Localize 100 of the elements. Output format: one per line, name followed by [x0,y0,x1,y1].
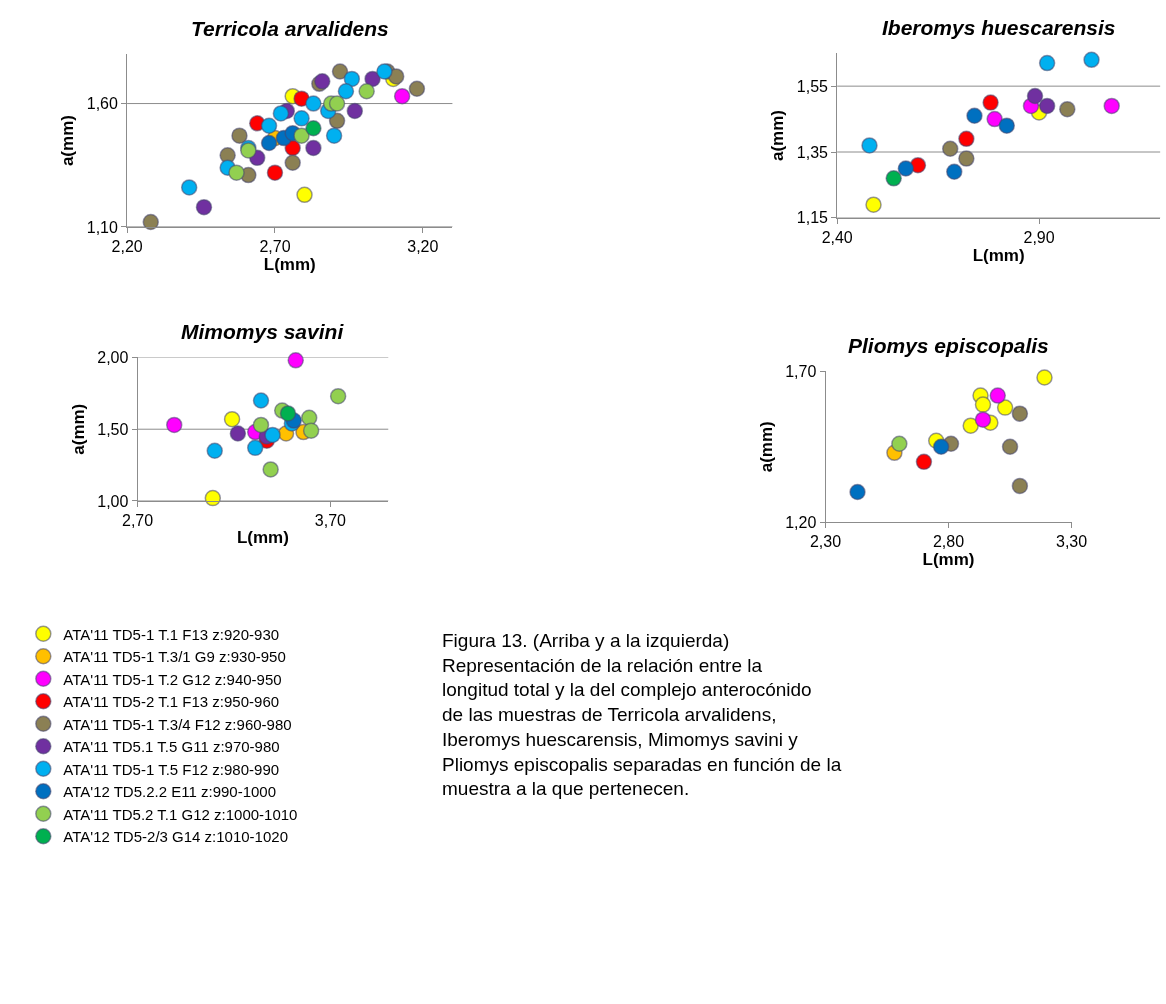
x-tick-label: 2,40 [821,229,853,247]
text: Figura 13. (Arriba y a la izquierda) Representación de la relación entre la longitud total y la del complejo anterocónido de las muestras de Terricola arvalidens, Iberomys huescarensis, Mimomys savini y Pliomys episcopalis separadas en función de la muestra a la que pertenecen. [442,630,842,800]
point [1001,438,1019,456]
x-tick-label: 2,80 [932,533,965,551]
legend-label: ATA'11 TD5-1 T.5 F12 z:980-990 [63,760,280,778]
y-tick-label: 1,10 [86,218,118,236]
point [1036,369,1053,386]
legend-label: ATA'12 TD5-2/3 G14 z:1010-1020 [63,828,288,846]
y-tick-label: 1,50 [97,420,129,438]
point [296,186,313,204]
point [229,425,247,442]
point [264,426,281,444]
point [1103,97,1120,115]
point [246,439,264,457]
point [180,179,198,196]
point [260,134,278,152]
legend-label: ATA'11 TD5.2 T.1 G12 z:1000-1010 [63,805,298,823]
point [284,154,301,172]
y-tick-label: 1,35 [796,143,829,161]
point [305,139,322,157]
point [165,416,183,434]
point [958,130,975,148]
x-axis-title: L(mm) [263,255,316,275]
x-tick-label: 2,90 [1023,229,1055,247]
x-tick-label: 2,20 [111,238,143,256]
legend-label: ATA'12 TD5.2.2 E11 z:990-1000 [63,783,277,801]
point [966,107,983,125]
point [865,196,882,213]
point [962,417,979,434]
x-tick-label: 3,70 [314,512,347,530]
point [986,110,1003,128]
point [329,387,347,405]
y-tick-label: 1,60 [86,95,118,113]
legend-label: ATA'11 TD5.1 T.5 G11 z:970-980 [63,738,280,756]
point [885,170,902,187]
x-tick-label: 3,30 [1055,533,1088,551]
point [305,119,322,137]
point [996,399,1014,416]
point [989,387,1006,404]
point [358,82,375,100]
point [228,164,245,181]
point [262,461,279,478]
point [915,453,933,471]
point [1059,100,1076,118]
point [325,127,343,144]
legend-label: ATA'11 TD5-2 T.1 F13 z:950-960 [63,693,280,711]
y-tick-label: 2,00 [97,349,129,367]
point [293,110,310,127]
point [328,95,346,112]
legend-label: ATA'11 TD5-1 T.3/1 G9 z:930-950 [63,648,286,666]
point [1026,87,1044,105]
x-tick-label: 3,20 [407,238,439,256]
legend-label: ATA'11 TD5-1 T.3/4 F12 z:960-980 [63,715,292,733]
point [266,164,284,181]
x-tick-label: 2,70 [122,512,154,530]
point [849,483,866,501]
point [1011,477,1029,495]
y-tick-label: 1,20 [785,513,817,531]
y-tick-label: 1,00 [97,492,129,510]
point [252,392,270,409]
point [302,422,320,439]
y-tick-label: 1,70 [785,363,817,381]
point [195,198,213,216]
point [998,117,1016,134]
point [252,416,270,434]
x-tick-label: 2,70 [259,238,291,256]
chart-title: Mimomys savini [181,320,345,343]
point [1038,54,1056,72]
point [272,105,290,122]
point [305,95,322,112]
point [982,94,999,111]
point [204,489,222,507]
chart-title: Iberomys huescarensis [882,16,1116,39]
point [1083,51,1100,69]
y-tick-label: 1,55 [796,77,829,95]
point [293,127,310,144]
point [287,352,304,369]
point [932,438,950,456]
point [231,127,248,144]
point [206,442,223,459]
point [346,102,364,120]
point [279,405,297,422]
point [891,435,908,453]
point [260,117,278,134]
point [958,150,975,167]
point [1038,97,1056,115]
point [861,137,878,154]
x-axis-title: L(mm) [922,550,975,570]
y-axis-title: a(mm) [768,110,788,162]
point [974,411,992,428]
x-axis-title: L(mm) [236,527,289,547]
x-axis-title: L(mm) [972,246,1025,266]
y-axis-title: a(mm) [58,115,78,167]
chart-title: Pliomys episcopalis [848,334,1049,357]
point [142,213,159,231]
point [974,396,992,413]
y-axis-title: a(mm) [756,421,776,473]
point [897,160,915,177]
legend-label: ATA'11 TD5-1 T.2 G12 z:940-950 [63,670,282,688]
y-tick-label: 1,15 [796,209,829,227]
